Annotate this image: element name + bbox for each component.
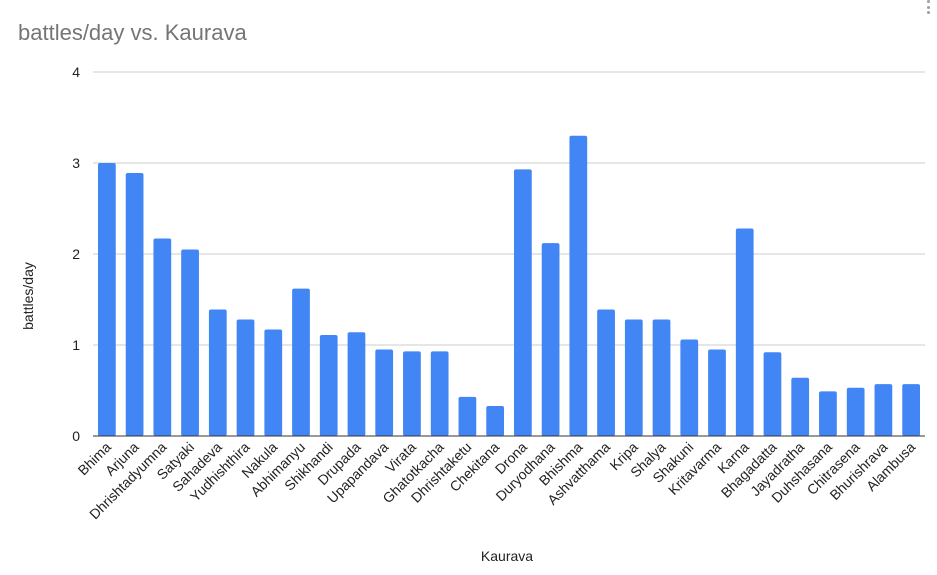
bar-nakula[interactable] [264, 329, 283, 436]
bar-chitrasena[interactable] [846, 387, 865, 436]
x-axis-labels: BhimaArjunaDhrishtadyumnaSatyakiSahadeva… [75, 439, 919, 523]
y-tick-label: 4 [72, 64, 80, 80]
bar-ashvatthama[interactable] [597, 309, 615, 436]
y-tick-label: 1 [72, 337, 80, 353]
bar-duhshasana[interactable] [819, 391, 837, 436]
y-tick-label: 2 [72, 246, 80, 262]
y-tick-label: 3 [72, 155, 80, 171]
bar-shakuni[interactable] [680, 339, 699, 436]
menu-dot [926, 5, 930, 9]
bar-shalya[interactable] [652, 319, 671, 436]
bar-yudhishthira[interactable] [236, 319, 255, 436]
y-tick-label: 0 [72, 428, 80, 444]
bar-ghatotkacha[interactable] [430, 351, 449, 436]
x-axis-title: Kaurava [481, 548, 533, 564]
bar-bhurishrava[interactable] [874, 384, 893, 436]
bar-sahadeva[interactable] [208, 309, 227, 436]
bar-dhrishtadyumna[interactable] [153, 238, 172, 436]
bar-bhima[interactable] [97, 163, 116, 436]
bar-upapandava[interactable] [375, 349, 394, 436]
bar-jayadratha[interactable] [791, 377, 810, 436]
bar-karna[interactable] [735, 228, 754, 436]
bar-alambusa[interactable] [902, 384, 921, 436]
bar-virata[interactable] [403, 351, 421, 436]
menu-dot [926, 0, 930, 3]
bar-satyaki[interactable] [181, 249, 199, 436]
bar-dhrishtaketu[interactable] [458, 396, 477, 436]
y-axis-ticks: 0 1 2 3 4 [72, 64, 80, 444]
bar-drupada[interactable] [347, 332, 366, 436]
bar-abhimanyu[interactable] [292, 288, 310, 436]
bar-chekitana[interactable] [486, 405, 505, 436]
menu-dot [926, 11, 930, 14]
bars [97, 135, 921, 436]
bar-arjuna[interactable] [125, 173, 144, 436]
bar-bhishma[interactable] [569, 135, 588, 436]
y-axis-title: battles/day [20, 262, 36, 330]
bar-drona[interactable] [513, 169, 532, 436]
chart-title: battles/day vs. Kaurava [18, 20, 247, 45]
bar-shikhandi[interactable] [319, 334, 338, 436]
more-vert-icon[interactable] [925, 0, 931, 14]
gridlines [93, 71, 925, 346]
bar-bhagadatta[interactable] [763, 352, 782, 436]
bar-kritavarma[interactable] [708, 349, 726, 436]
bar-kripa[interactable] [624, 319, 643, 436]
bar-duryodhana[interactable] [541, 243, 560, 436]
